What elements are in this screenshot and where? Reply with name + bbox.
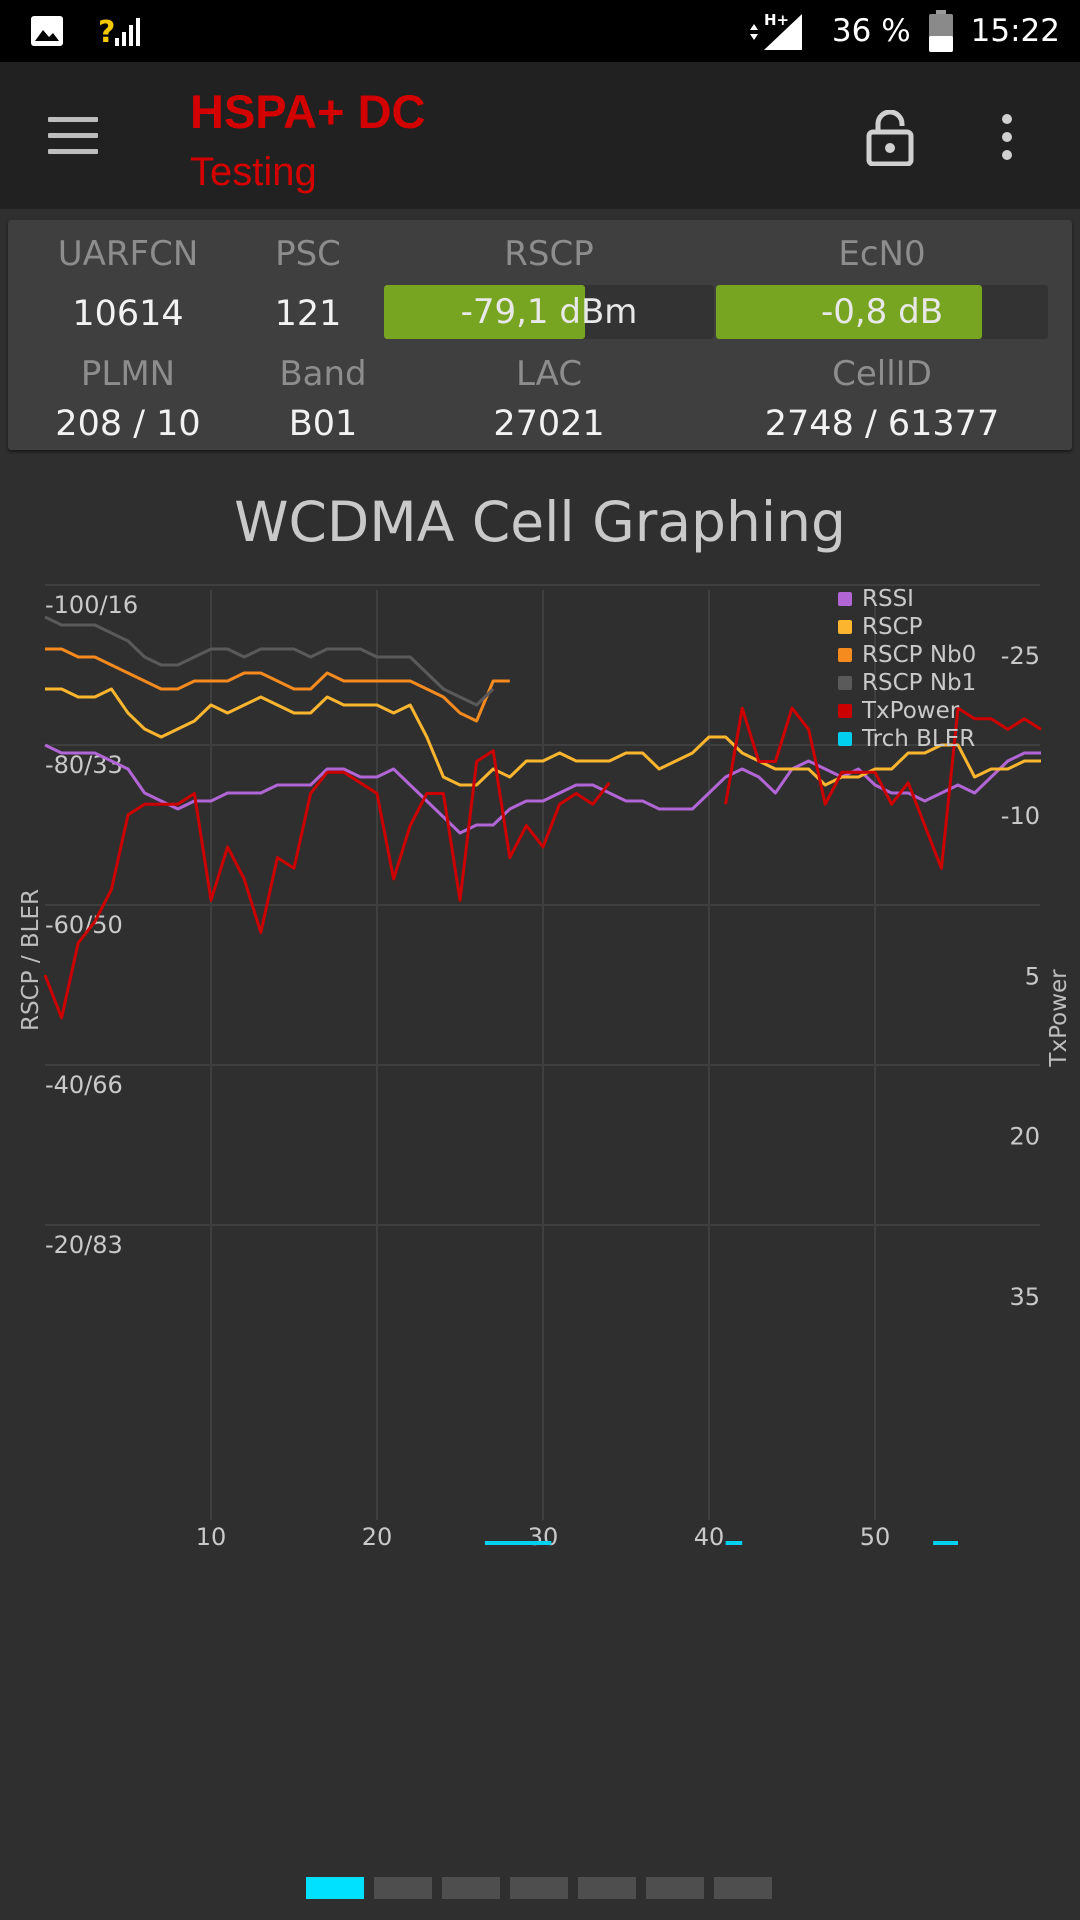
uarfcn-value: 10614 [72,294,184,334]
svg-text:?: ? [98,15,115,48]
image-notification-icon [31,16,63,46]
band-value: B01 [288,404,358,444]
x-tick-label: 20 [362,1523,393,1551]
legend-label: RSCP Nb1 [862,670,976,696]
battery-percent: 36 % [831,13,911,49]
series-rscp-nb1-line [44,615,495,707]
lac-label: LAC [515,354,583,394]
mobile-signal-icon: H+ [749,11,802,50]
page-dot[interactable] [442,1877,500,1899]
series-rssi-line [44,743,1041,835]
psc-label: PSC [275,234,341,274]
right-tick-label: -10 [1001,802,1040,830]
right-tick-label: -25 [1001,642,1040,670]
legend-swatch [838,592,852,606]
legend-swatch [838,648,852,662]
cellid-label: CellID [832,354,932,394]
rscp-label: RSCP [504,234,594,274]
page-dot[interactable] [714,1877,772,1899]
uarfcn-label: UARFCN [57,234,199,274]
plmn-value: 208 / 10 [55,404,201,444]
legend-swatch [838,620,852,634]
legend-label: RSCP Nb0 [862,642,976,668]
ecn0-label: EcN0 [838,234,926,274]
x-tick-label: 10 [196,1523,227,1551]
signal-unknown-icon: ? [98,15,140,48]
plmn-label: PLMN [80,354,176,394]
legend-label: TxPower [861,698,960,724]
legend-swatch [838,732,852,746]
right-tick-label: 20 [1009,1123,1040,1151]
page-dot[interactable] [646,1877,704,1899]
legend-label: RSSI [862,586,914,612]
cellid-value: 2748 / 61377 [764,404,1000,444]
left-tick-label: -80/33 [45,751,123,779]
left-tick-label: -100/16 [45,591,138,619]
menu-icon[interactable] [48,117,98,155]
ecn0-meter-fill [716,285,982,339]
series-rscp-line [45,687,1041,787]
status-bar: ? H+ 36 % 15:22 [0,0,1080,62]
page-dot[interactable] [510,1877,568,1899]
x-tick-label: 30 [528,1523,559,1551]
clock: 15:22 [970,13,1060,49]
left-tick-label: -20/83 [45,1231,123,1259]
rscp-meter: -79,1 dBm [384,285,714,339]
wcdma-chart[interactable]: -20/83-40/66-60/50-80/33-100/16-25-10520… [0,560,1080,1560]
lock-open-icon[interactable] [866,110,914,166]
toolbar-subtitle: Testing [190,150,317,194]
legend-swatch [838,676,852,690]
legend-label: Trch BLER [861,726,975,752]
legend-label: RSCP [862,614,923,640]
x-tick-label: 40 [694,1523,725,1551]
page-dot[interactable] [306,1877,364,1899]
ecn0-value: -0,8 dB [820,292,944,332]
battery-icon [928,10,953,52]
chart-title: WCDMA Cell Graphing [234,490,846,554]
ecn0-meter: -0,8 dB [716,285,1048,339]
left-axis-title: RSCP / BLER [18,889,44,1031]
legend-swatch [838,704,852,718]
rscp-meter-fill [384,285,586,339]
more-options-icon[interactable] [1000,114,1014,160]
app-toolbar: HSPA+ DC Testing [0,62,1080,209]
psc-value: 121 [274,294,342,334]
band-label: Band [279,354,367,394]
page-dot[interactable] [374,1877,432,1899]
page-indicator[interactable] [306,1877,772,1899]
right-tick-label: 5 [1025,962,1040,990]
x-tick-label: 50 [860,1523,891,1551]
rscp-value: -79,1 dBm [460,292,638,332]
left-tick-label: -40/66 [45,1071,123,1099]
series-txpower-line [43,706,1042,1020]
series-rscp-nb0-line [45,647,510,723]
right-tick-label: 35 [1009,1283,1040,1311]
svg-text:H+: H+ [764,11,789,29]
toolbar-title: HSPA+ DC [190,85,426,138]
page-dot[interactable] [578,1877,636,1899]
right-axis-title: TxPower [1046,969,1072,1068]
lac-value: 27021 [493,404,605,444]
cell-info-panel: UARFCN PSC RSCP EcN0 10614 121 -79,1 dBm… [8,220,1072,450]
